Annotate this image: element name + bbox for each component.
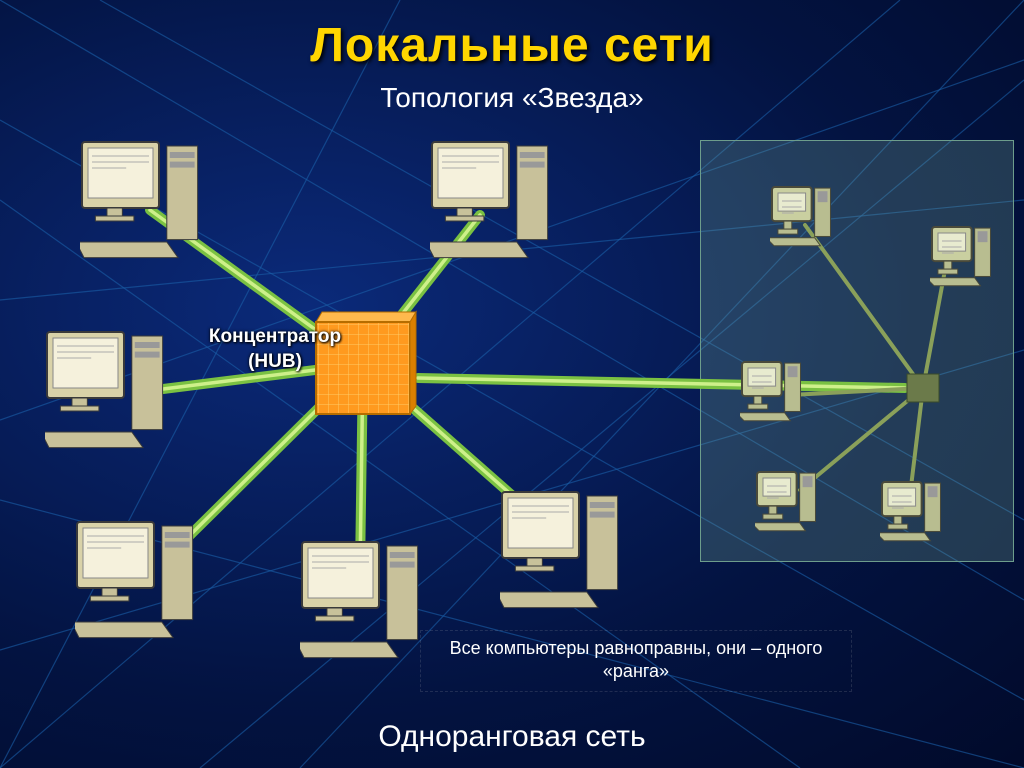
right-computer-1 [930,225,1002,292]
right-hub-device [905,370,941,411]
description-box: Все компьютеры равноправны, они – одного… [420,630,852,692]
computer-pc1 [80,140,220,265]
hub-label-line2: (HUB) [190,350,360,375]
computer-pc5 [300,540,440,665]
right-computer-4 [880,480,952,547]
computer-pc4 [75,520,215,645]
slide-subtitle: Топология «Звезда» [0,82,1024,114]
footer-title: Одноранговая сеть [0,720,1024,754]
slide-title: Локальные сети [0,18,1024,73]
right-computer-0 [770,185,842,252]
slide: Локальные сети Топология «Звезда» Концен… [0,0,1024,768]
computer-pc2 [430,140,570,265]
right-computer-2 [740,360,812,427]
computer-pc6 [500,490,640,615]
right-computer-3 [755,470,827,537]
hub-label-line1: Концентратор [190,325,360,350]
hub-label: Концентратор (HUB) [190,325,360,374]
description-text: Все компьютеры равноправны, они – одного… [421,631,851,688]
computer-pc3 [45,330,185,455]
